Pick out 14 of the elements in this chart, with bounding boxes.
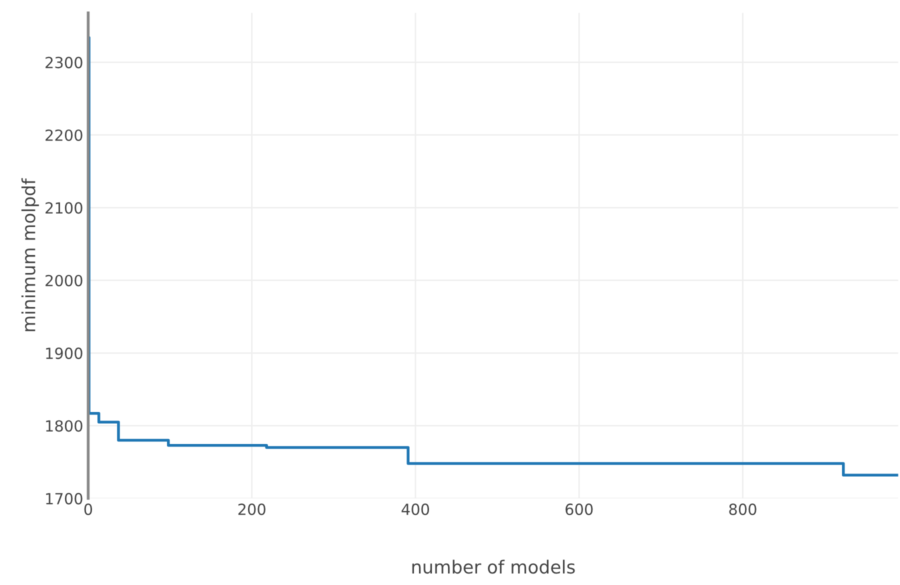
x-tick-label: 800	[729, 504, 756, 516]
x-axis-title: number of models	[412, 560, 575, 574]
y-tick-label: 1700	[46, 492, 82, 504]
y-tick-label: 1800	[46, 420, 82, 432]
x-tick-label: 400	[402, 504, 430, 516]
y-axis-title: minimum molpdf	[21, 178, 39, 332]
x-tick-label: 200	[238, 504, 266, 516]
x-tick-label: 600	[566, 504, 593, 516]
y-tick-label: 2200	[46, 129, 82, 142]
y-tick-label: 2100	[46, 202, 82, 214]
y-tick-label: 2300	[46, 56, 82, 68]
y-tick-label: 2000	[46, 274, 82, 286]
x-tick-label: 0	[84, 504, 92, 516]
y-tick-label: 1900	[46, 348, 82, 360]
